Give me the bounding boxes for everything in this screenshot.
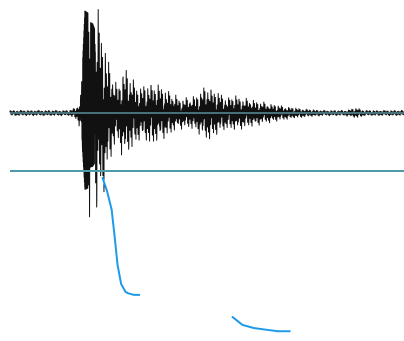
trace-segment-2 — [231, 316, 291, 333]
trace-segment-1 — [101, 177, 141, 296]
trace-layer — [101, 177, 291, 333]
